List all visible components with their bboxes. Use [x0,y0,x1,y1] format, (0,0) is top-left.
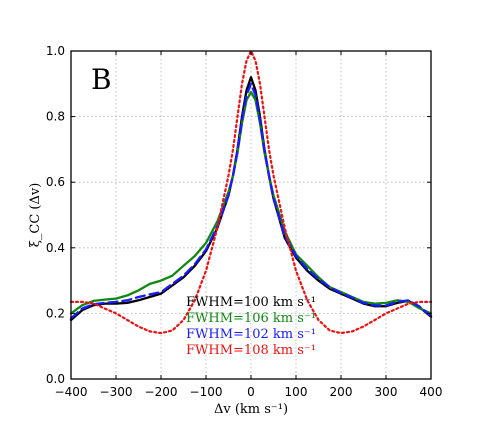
y-axis-label: ξ_CC (Δv) [28,183,43,248]
legend-entry: FWHM=106 km s⁻¹ [186,311,316,326]
series-line-3 [69,82,433,320]
legend-entry: FWHM=102 km s⁻¹ [186,327,316,342]
y-tick-label: 0.6 [46,175,65,189]
y-tick-label: 0.8 [46,110,65,124]
x-tick-label: −100 [190,385,223,399]
panel-label: B [91,63,112,96]
x-tick-label: −200 [145,385,178,399]
axis-ticks: −400 −300 −200 −100 0 100 200 300 400 0.0 0.2 0.4 0.… [46,44,443,399]
y-tick-label: 0.2 [46,306,65,320]
x-axis-label: Δv (km s⁻¹) [214,402,288,417]
legend-entry: FWHM=100 km s⁻¹ [186,295,316,310]
y-tick-label: 0.0 [46,372,65,386]
x-tick-label: 400 [420,385,443,399]
y-tick-label: 0.4 [46,241,65,255]
legend-entry: FWHM=108 km s⁻¹ [186,343,316,358]
x-tick-label: 0 [247,385,255,399]
x-tick-label: 200 [330,385,353,399]
y-tick-label: 1.0 [46,44,65,58]
x-tick-label: −300 [100,385,133,399]
x-tick-label: −400 [55,385,88,399]
x-tick-label: 300 [375,385,398,399]
x-tick-label: 100 [285,385,308,399]
